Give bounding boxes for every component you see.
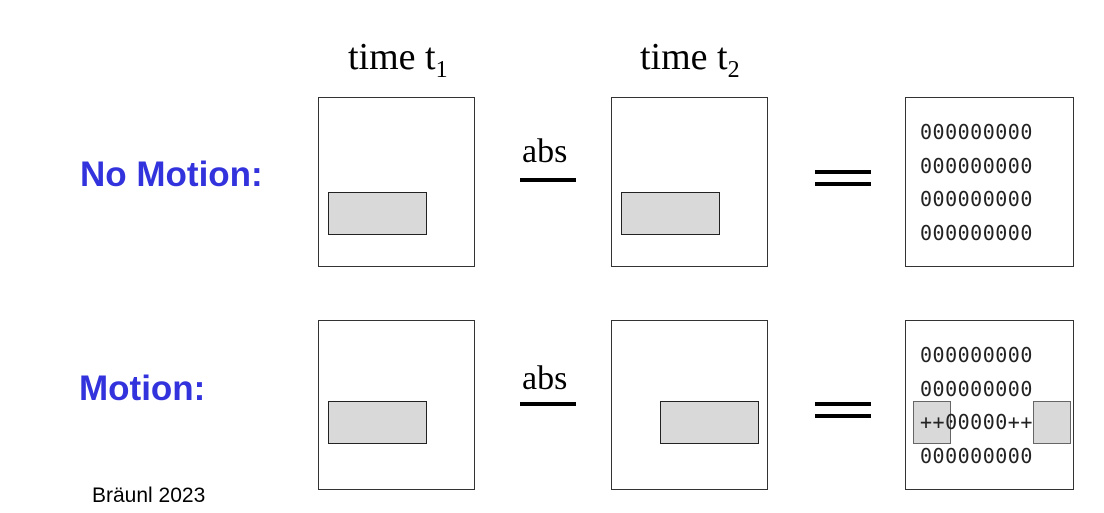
time-t1-heading: time t1 [348, 36, 448, 83]
grid-row: 000000000 [920, 221, 1033, 245]
difference-region-right [1033, 401, 1071, 444]
motion-result-grid: 000000000 000000000 ++00000++ 000000000 [905, 320, 1074, 490]
grid-row: 000000000 [920, 154, 1033, 178]
minus-sign [520, 178, 576, 182]
abs-operator: abs [522, 133, 568, 170]
minus-sign [520, 402, 576, 406]
object-rect [621, 192, 720, 235]
no-motion-frame-t2 [611, 97, 768, 267]
grid-row: ++00000++ [920, 410, 1033, 434]
no-motion-result-grid: 000000000 000000000 000000000 000000000 [905, 97, 1074, 267]
object-rect [660, 401, 759, 444]
no-motion-frame-t1 [318, 97, 475, 267]
abs-operator: abs [522, 360, 568, 397]
grid-row: 000000000 [920, 343, 1033, 367]
difference-region-left [913, 401, 951, 444]
equals-sign-top [815, 170, 871, 174]
equals-sign-bottom [815, 182, 871, 186]
no-motion-label: No Motion: [80, 155, 263, 194]
object-rect [328, 401, 427, 444]
equals-sign-bottom [815, 414, 871, 418]
grid-row: 000000000 [920, 120, 1033, 144]
grid-row: 000000000 [920, 377, 1033, 401]
time-t2-heading: time t2 [640, 36, 740, 83]
grid-row: 000000000 [920, 444, 1033, 468]
motion-label: Motion: [79, 369, 206, 408]
author-credit: Bräunl 2023 [92, 484, 206, 507]
grid-row: 000000000 [920, 187, 1033, 211]
motion-frame-t1 [318, 320, 475, 490]
motion-frame-t2 [611, 320, 768, 490]
equals-sign-top [815, 402, 871, 406]
object-rect [328, 192, 427, 235]
